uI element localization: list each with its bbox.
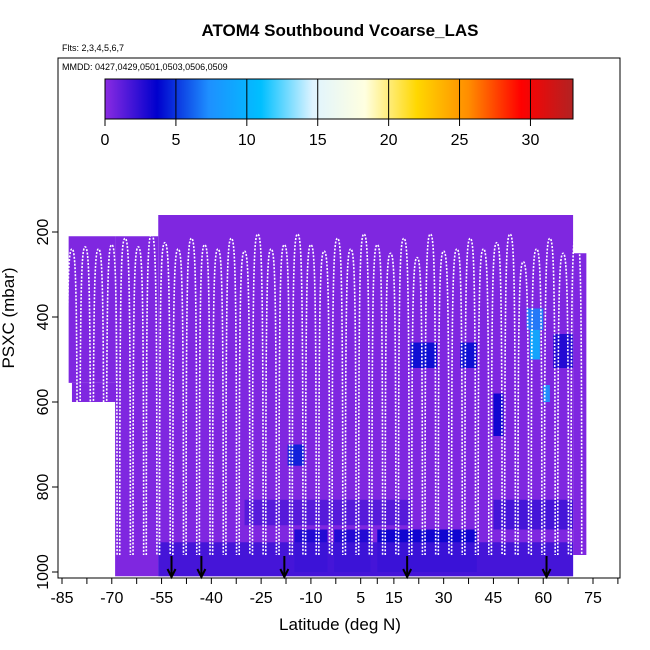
x-tick-label: 5 [356,590,365,607]
flight-profile [172,248,185,556]
x-axis-label: Latitude (deg N) [279,615,401,634]
flight-profile [543,237,556,556]
enhanced-cell [493,499,574,530]
colorbar-tick-label: 30 [522,132,540,149]
x-tick-label: -25 [250,590,273,607]
y-tick-label: 600 [35,389,52,416]
flight-profile [357,233,371,556]
flight-profile [185,237,198,556]
enhanced-cell [543,385,550,402]
x-tick-label: -40 [200,590,223,607]
enhanced-cell [493,393,504,436]
flight-profile [570,231,583,556]
x-tick-label: -10 [299,590,322,607]
enhanced-cell [529,329,540,360]
flight-profile [238,250,251,556]
x-tick-label: 15 [385,590,403,607]
flight-profile [437,250,450,556]
x-tick-label: -70 [100,590,123,607]
flight-profile [331,237,344,556]
flight-profile [344,248,357,556]
colorbar-tick-label: 20 [380,132,398,149]
flight-profile [384,252,397,556]
flight-profile [65,248,79,556]
flight-profiles-layer [65,231,583,556]
x-axis: -85 -70 -55 -40 -25 -10 5 15 30 45 60 75 [50,578,619,607]
flight-profile [517,260,530,556]
enhanced-cell [158,542,574,577]
flight-profile [132,246,145,556]
flight-profile [318,250,331,556]
flight-profile [557,252,570,556]
colorbar-tick-label: 0 [101,132,110,149]
dates-label: MMDD: 0427,0429,0501,0503,0506,0509 [62,62,228,72]
arrow-head [166,568,177,580]
flight-profile [225,237,238,556]
colorbar-ticks: 0 5 10 15 20 25 30 [101,79,540,149]
colorbar [104,78,574,120]
x-tick-label: -55 [150,590,173,607]
plot-frame [57,57,621,579]
y-tick-label: 200 [35,219,52,246]
colorbar-tick-label: 10 [238,132,256,149]
flight-profile [118,237,132,556]
flight-profile [211,248,225,556]
x-tick-label: 75 [584,590,602,607]
colorbar-tick-label: 25 [451,132,469,149]
arrow-head [279,568,290,580]
heatmap-layer [68,215,587,577]
flight-profile [490,241,503,556]
enhanced-cell [460,342,477,368]
flight-profile [464,237,477,556]
arrow-head [541,568,552,580]
x-tick-label: 30 [435,590,453,607]
flight-profile [503,233,517,556]
arrow-head [402,568,413,580]
flights-label: Flts: 2,3,4,5,6,7 [62,43,124,53]
flight-profile [264,248,278,556]
flight-profile [424,233,437,556]
flight-profile [251,233,264,556]
background-cell [115,393,159,577]
enhanced-cell [553,334,574,368]
background-cell [573,253,587,555]
x-tick-label: 60 [534,590,552,607]
flight-profile [410,256,424,556]
flight-profile [79,246,92,556]
x-tick-label: 45 [485,590,503,607]
flight-profile [145,233,158,556]
flight-profile [291,233,304,556]
y-tick-label: 800 [35,474,52,501]
y-axis-label: PSXC (mbar) [0,267,18,368]
flight-profile [158,241,171,556]
y-tick-label: 400 [35,304,52,331]
colorbar-tick-label: 5 [171,132,180,149]
flight-profile [397,237,410,556]
arrows-layer [166,556,552,580]
y-axis: 200 400 600 800 1000 [35,219,58,590]
arrow-head [196,568,207,580]
y-tick-label: 1000 [35,554,52,590]
chart-title: ATOM4 Southbound Vcoarse_LAS [201,21,478,40]
colorbar-tick-label: 15 [309,132,327,149]
x-tick-label: -85 [50,590,73,607]
enhanced-cell [526,308,544,330]
flight-profile [530,248,543,556]
flight-profile [450,248,464,556]
enhanced-cell [410,342,438,368]
flight-profile [92,248,105,556]
flight-profile [477,248,490,556]
